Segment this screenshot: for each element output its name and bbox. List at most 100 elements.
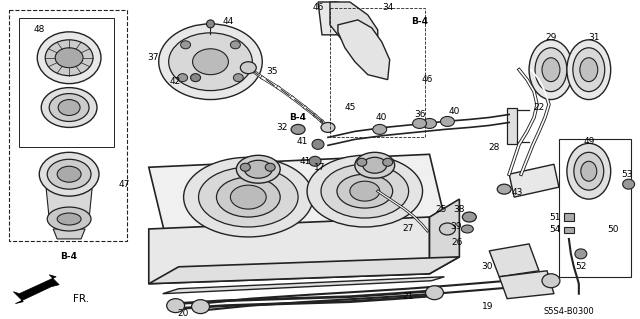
- Text: B-4: B-4: [411, 18, 428, 26]
- Ellipse shape: [462, 212, 476, 222]
- Ellipse shape: [574, 152, 604, 190]
- Polygon shape: [148, 217, 429, 284]
- Ellipse shape: [184, 157, 313, 237]
- Ellipse shape: [198, 167, 298, 227]
- Text: 38: 38: [454, 204, 465, 213]
- Text: 25: 25: [436, 204, 447, 213]
- Polygon shape: [148, 257, 460, 284]
- Ellipse shape: [357, 158, 367, 166]
- Polygon shape: [489, 244, 539, 277]
- Text: 27: 27: [402, 225, 413, 234]
- Ellipse shape: [230, 185, 266, 209]
- Ellipse shape: [372, 124, 387, 134]
- Text: 19: 19: [481, 302, 493, 311]
- Polygon shape: [338, 20, 390, 80]
- Text: 46: 46: [312, 4, 324, 12]
- Text: 45: 45: [344, 103, 356, 112]
- Ellipse shape: [169, 33, 252, 91]
- Ellipse shape: [542, 58, 560, 82]
- Text: 41: 41: [300, 157, 311, 166]
- Text: 43: 43: [511, 188, 523, 197]
- Ellipse shape: [529, 40, 573, 100]
- Polygon shape: [509, 164, 559, 197]
- Text: 36: 36: [414, 110, 426, 119]
- Ellipse shape: [309, 156, 321, 166]
- Ellipse shape: [413, 118, 426, 129]
- Text: 20: 20: [177, 309, 188, 318]
- Polygon shape: [163, 277, 444, 294]
- Ellipse shape: [291, 124, 305, 134]
- Ellipse shape: [355, 152, 395, 178]
- Ellipse shape: [265, 163, 275, 171]
- Text: 26: 26: [452, 238, 463, 248]
- Ellipse shape: [573, 48, 605, 92]
- Ellipse shape: [312, 139, 324, 149]
- Ellipse shape: [58, 100, 80, 115]
- Ellipse shape: [337, 174, 393, 208]
- Text: 51: 51: [549, 212, 561, 221]
- Polygon shape: [330, 2, 378, 55]
- Ellipse shape: [307, 155, 422, 227]
- Text: 42: 42: [170, 77, 181, 86]
- Text: 40: 40: [449, 107, 460, 116]
- Text: FR.: FR.: [73, 294, 89, 304]
- Text: 21: 21: [402, 292, 413, 301]
- Ellipse shape: [440, 223, 456, 235]
- Ellipse shape: [47, 207, 91, 231]
- Polygon shape: [46, 189, 92, 219]
- Polygon shape: [429, 199, 460, 274]
- Text: 53: 53: [621, 170, 632, 179]
- Ellipse shape: [57, 213, 81, 225]
- Polygon shape: [318, 2, 342, 35]
- Text: 22: 22: [533, 103, 545, 112]
- Ellipse shape: [57, 166, 81, 182]
- Text: 31: 31: [588, 33, 600, 42]
- Ellipse shape: [37, 32, 101, 84]
- Ellipse shape: [47, 159, 91, 189]
- Ellipse shape: [567, 40, 611, 100]
- Ellipse shape: [575, 249, 587, 259]
- Text: 52: 52: [575, 262, 586, 271]
- Ellipse shape: [191, 300, 209, 314]
- Ellipse shape: [567, 143, 611, 199]
- Ellipse shape: [230, 41, 241, 49]
- Text: 39: 39: [451, 222, 462, 232]
- Ellipse shape: [41, 88, 97, 127]
- Ellipse shape: [159, 24, 262, 100]
- Text: B-4: B-4: [61, 252, 77, 261]
- Text: 46: 46: [422, 75, 433, 84]
- Text: 35: 35: [266, 67, 278, 76]
- Ellipse shape: [321, 164, 408, 218]
- Text: 28: 28: [488, 143, 500, 152]
- Ellipse shape: [193, 49, 228, 75]
- Text: 29: 29: [545, 33, 557, 42]
- Text: B-4: B-4: [289, 113, 307, 122]
- Ellipse shape: [580, 58, 598, 82]
- Text: 50: 50: [607, 226, 618, 234]
- Ellipse shape: [39, 152, 99, 196]
- Bar: [564, 213, 574, 221]
- Ellipse shape: [535, 48, 567, 92]
- Text: 34: 34: [382, 4, 394, 12]
- Ellipse shape: [422, 118, 436, 129]
- Bar: [19, 18, 114, 147]
- Ellipse shape: [241, 163, 250, 171]
- Text: 54: 54: [549, 226, 561, 234]
- Ellipse shape: [581, 161, 596, 181]
- Ellipse shape: [45, 40, 93, 76]
- Text: 17: 17: [314, 163, 326, 172]
- Ellipse shape: [383, 158, 393, 166]
- Polygon shape: [148, 154, 444, 229]
- Ellipse shape: [236, 155, 280, 183]
- Ellipse shape: [497, 184, 511, 194]
- Ellipse shape: [166, 299, 184, 313]
- Bar: [559, 139, 630, 277]
- Ellipse shape: [55, 48, 83, 68]
- Ellipse shape: [363, 157, 387, 173]
- Ellipse shape: [542, 274, 560, 288]
- Polygon shape: [507, 108, 517, 145]
- Ellipse shape: [426, 286, 444, 300]
- Text: 30: 30: [481, 262, 493, 271]
- Polygon shape: [53, 229, 85, 239]
- Ellipse shape: [350, 181, 380, 201]
